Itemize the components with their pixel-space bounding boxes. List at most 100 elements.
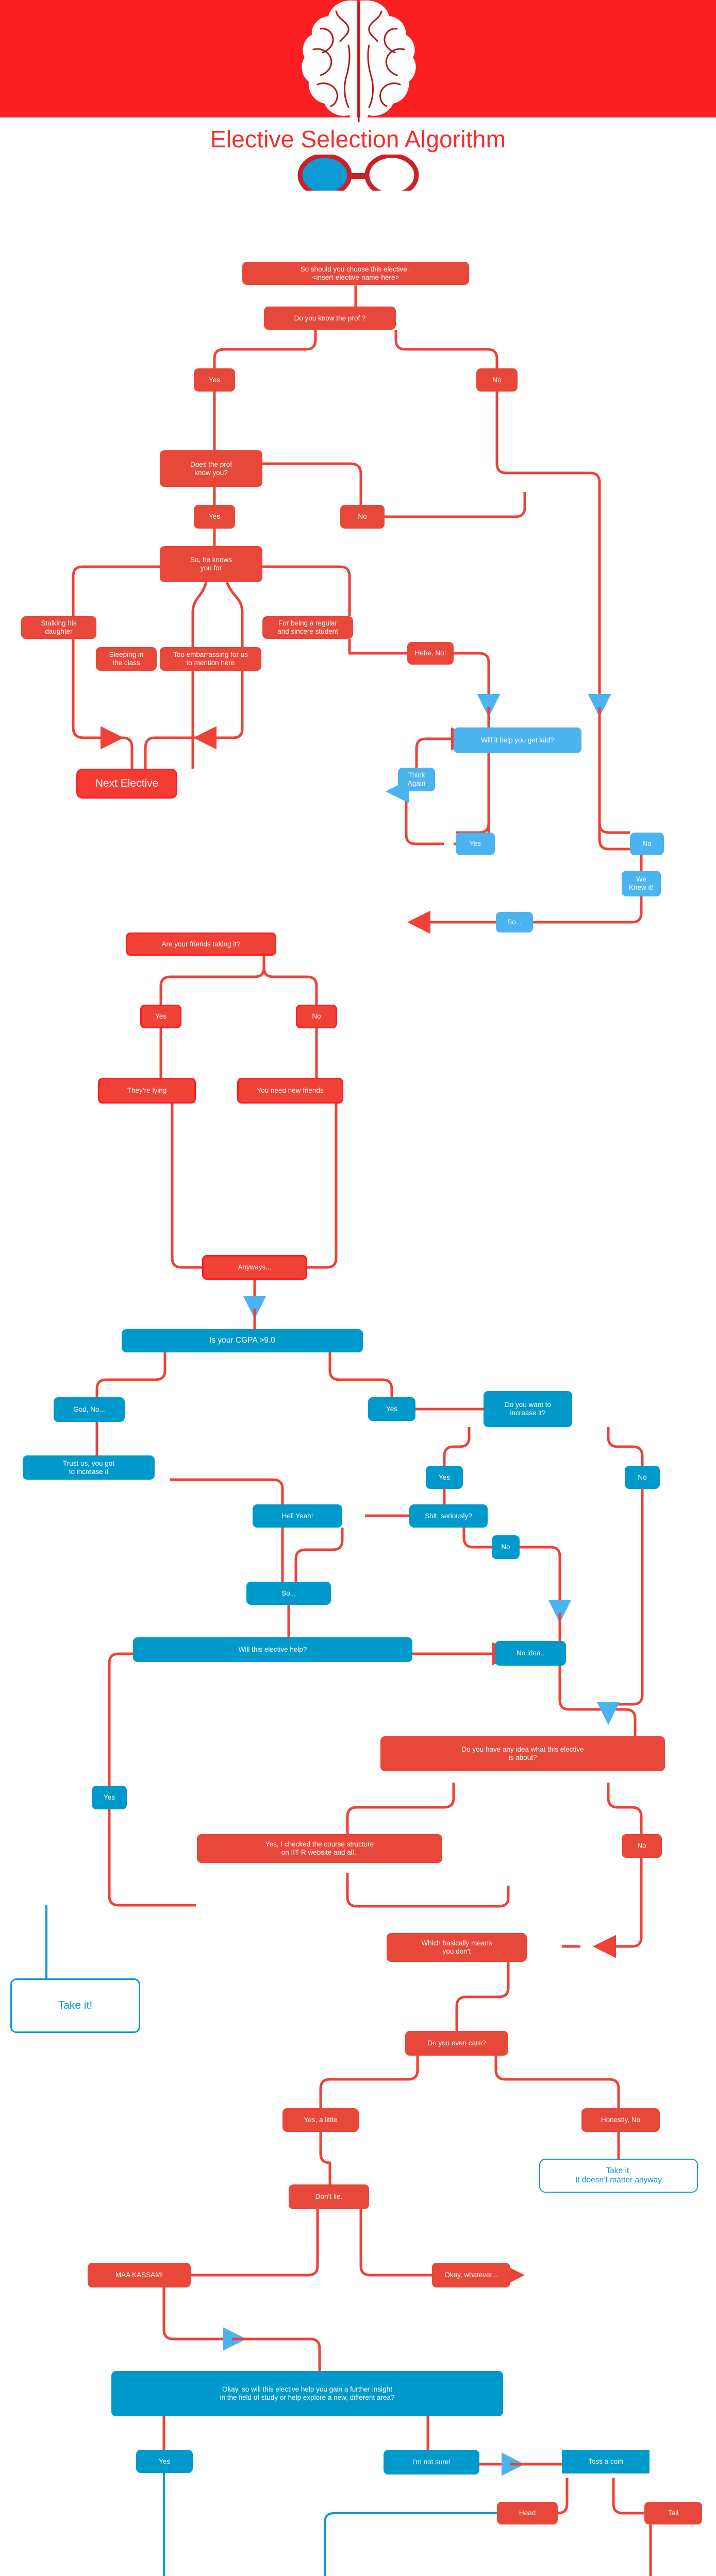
node-elective-help-yes[interactable]: Yes: [92, 1786, 127, 1809]
node-too-embarrassing-label: Too embarrassing for us to mention here: [173, 651, 248, 667]
node-friends-yes-label: Yes: [155, 1012, 167, 1021]
node-hell-yeah[interactable]: Hell Yeah!: [253, 1504, 342, 1528]
node-head-label: Head: [519, 2509, 536, 2517]
node-know-prof-no-label: No: [492, 376, 502, 384]
node-dont-lie-label: Don’t lie.: [315, 2193, 343, 2201]
node-think-again-label: Think Again: [407, 771, 426, 787]
node-honestly-no[interactable]: Honestly, No: [581, 2108, 660, 2132]
node-increase-no[interactable]: No: [625, 1466, 660, 1489]
node-honestly-no-label: Honestly, No: [601, 2116, 641, 2124]
node-get-laid-no[interactable]: No: [630, 833, 664, 855]
node-so-dots[interactable]: So...: [496, 912, 533, 933]
node-theyre-lying[interactable]: They’re lying: [98, 1078, 196, 1104]
node-anyways[interactable]: Anyways...: [202, 1255, 307, 1280]
node-prof-know-you[interactable]: Does the prof know you?: [160, 450, 262, 487]
node-maa-kassam[interactable]: MAA KASSAM!: [88, 2263, 191, 2287]
node-checked-course-structure[interactable]: Yes, I checked the course structure on I…: [197, 1834, 442, 1863]
node-sleeping-class-label: Sleeping in the class: [109, 651, 144, 667]
node-know-prof-yes[interactable]: Yes: [194, 368, 235, 392]
glasses-icon: [289, 155, 428, 191]
node-we-knew-it[interactable]: We Knew it!: [622, 871, 661, 896]
node-want-to-increase[interactable]: Do you want to increase it?: [484, 1391, 572, 1427]
node-take-it-1[interactable]: Take it!: [10, 1978, 140, 2033]
brain-icon: [287, 0, 431, 125]
node-start[interactable]: So should you choose this elective : <in…: [242, 262, 469, 285]
node-no-idea-label: No idea..: [516, 1649, 545, 1657]
node-god-no-label: God, No...: [73, 1405, 105, 1414]
node-prof-know-you-label: Does the prof know you?: [190, 460, 232, 477]
node-increase-yes-label: Yes: [438, 1473, 451, 1481]
node-friends-taking-it[interactable]: Are your friends taking it?: [126, 933, 276, 956]
node-know-prof-no[interactable]: No: [476, 368, 518, 392]
node-shit-seriously[interactable]: Shit, seriously?: [409, 1504, 488, 1528]
node-no-idea[interactable]: No idea..: [495, 1641, 566, 1666]
node-prof-know-you-no[interactable]: No: [340, 505, 385, 529]
node-god-no[interactable]: God, No...: [54, 1397, 125, 1422]
node-sleeping-class[interactable]: Sleeping in the class: [96, 647, 157, 671]
node-basically-means[interactable]: Which basically means you don’t: [387, 1933, 527, 1962]
node-increase-yes[interactable]: Yes: [426, 1466, 463, 1489]
node-will-elective-help[interactable]: Will this elective help?: [133, 1637, 412, 1662]
node-start-label: So should you choose this elective : <in…: [300, 265, 411, 281]
node-prof-know-you-yes[interactable]: Yes: [194, 505, 235, 529]
node-friends-yes[interactable]: Yes: [140, 1005, 181, 1028]
page-title: Elective Selection Algorithm: [210, 126, 506, 152]
node-okay-whatever[interactable]: Okay, whatever...: [432, 2263, 510, 2287]
node-toss-a-coin[interactable]: Toss a coin: [562, 2450, 650, 2473]
node-regular-student-label: For being a regular and sincere student: [277, 619, 338, 635]
node-cgpa-label: Is your CGPA >9.0: [209, 1336, 275, 1345]
node-okay-whatever-label: Okay, whatever...: [444, 2271, 498, 2279]
node-take-it-2[interactable]: Take it. It doesn’t matter anyway: [539, 2159, 698, 2193]
node-so-2[interactable]: So...: [246, 1582, 331, 1605]
node-hehe-no[interactable]: Hehe, No!: [407, 642, 454, 665]
node-so-dots-label: So...: [507, 918, 522, 926]
node-any-idea-no-label: No: [637, 1842, 646, 1850]
node-friends-no-label: No: [312, 1012, 321, 1021]
node-friends-taking-it-label: Are your friends taking it?: [161, 940, 241, 948]
node-regular-student[interactable]: For being a regular and sincere student: [262, 616, 353, 639]
node-knows-you-for[interactable]: So, he knows you for: [160, 546, 262, 582]
node-anyways-label: Anyways...: [238, 1263, 272, 1272]
node-yes-a-little[interactable]: Yes, a little: [282, 2108, 359, 2132]
node-next-elective-1-label: Next Elective: [95, 777, 159, 789]
node-stalking-daughter[interactable]: Stalking his daughter: [21, 616, 96, 639]
node-tail[interactable]: Tail: [644, 2502, 702, 2524]
node-trust-us-increase-label: Trust us, you got to increase it: [62, 1459, 115, 1476]
node-too-embarrassing[interactable]: Too embarrassing for us to mention here: [160, 647, 261, 671]
node-final-question[interactable]: Okay, so will this elective help you gai…: [111, 2371, 503, 2416]
node-prof-know-you-no-label: No: [358, 513, 367, 521]
node-trust-us-increase[interactable]: Trust us, you got to increase it: [23, 1455, 155, 1480]
node-next-elective-1[interactable]: Next Elective: [76, 769, 177, 799]
node-theyre-lying-label: They’re lying: [127, 1087, 167, 1095]
node-will-elective-help-label: Will this elective help?: [238, 1646, 307, 1654]
node-do-you-even-care[interactable]: Do you even care?: [405, 2031, 508, 2056]
node-get-laid-yes[interactable]: Yes: [456, 833, 495, 855]
node-checked-course-structure-label: Yes, I checked the course structure on I…: [265, 1840, 374, 1856]
node-know-prof[interactable]: Do you know the prof ?: [264, 307, 396, 330]
node-get-laid-no-label: No: [642, 840, 652, 848]
node-any-idea-about[interactable]: Do you have any idea what this elective …: [380, 1736, 665, 1771]
node-final-yes-label: Yes: [158, 2457, 171, 2465]
node-think-again[interactable]: Think Again: [398, 768, 435, 791]
node-cgpa-yes-label: Yes: [386, 1405, 398, 1413]
node-final-yes[interactable]: Yes: [136, 2450, 193, 2473]
node-knows-you-for-label: So, he knows you for: [190, 556, 232, 572]
node-elective-help-yes-label: Yes: [103, 1793, 115, 1802]
node-dont-lie[interactable]: Don’t lie.: [289, 2184, 369, 2209]
node-im-not-sure-label: I’m not sure!: [412, 2458, 451, 2466]
node-cgpa[interactable]: Is your CGPA >9.0: [122, 1329, 363, 1352]
node-will-it-help-get-laid[interactable]: Will it help you get laid?: [454, 727, 581, 753]
node-final-question-label: Okay, so will this elective help you gai…: [220, 2385, 395, 2401]
node-head[interactable]: Head: [497, 2502, 558, 2524]
node-need-new-friends[interactable]: You need new friends: [237, 1078, 343, 1104]
node-shit-seriously-no[interactable]: No: [492, 1535, 520, 1559]
node-hell-yeah-label: Hell Yeah!: [281, 1512, 313, 1520]
node-cgpa-yes[interactable]: Yes: [368, 1397, 415, 1421]
node-know-prof-label: Do you know the prof ?: [294, 314, 366, 322]
node-im-not-sure[interactable]: I’m not sure!: [384, 2450, 479, 2475]
node-friends-no[interactable]: No: [296, 1005, 337, 1028]
node-shit-seriously-label: Shit, seriously?: [425, 1512, 472, 1520]
node-any-idea-no[interactable]: No: [622, 1834, 662, 1858]
node-take-it-2-label: Take it. It doesn’t matter anyway: [575, 2166, 662, 2184]
